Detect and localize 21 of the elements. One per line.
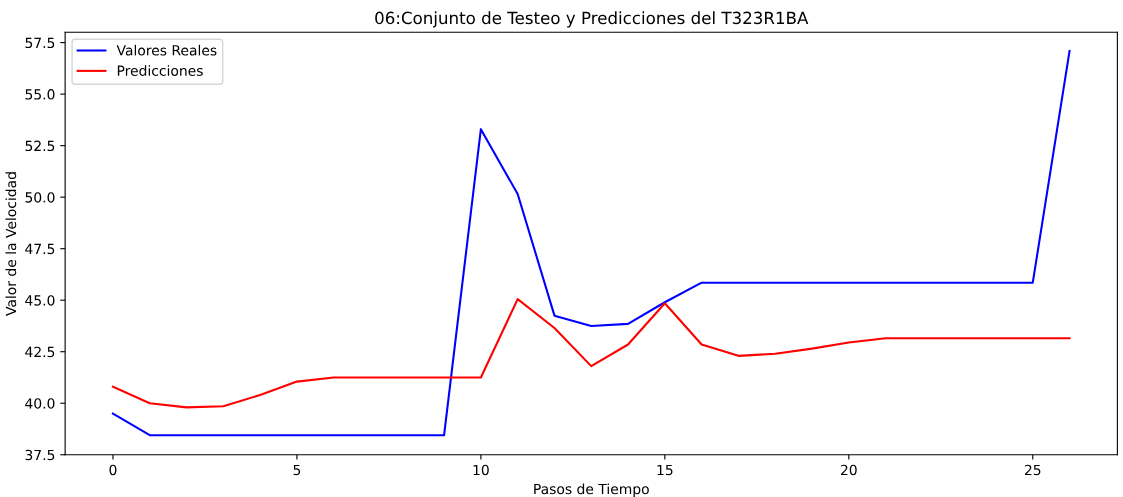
y-tick-label: 42.5	[25, 346, 55, 358]
x-tick-label: 0	[109, 464, 117, 476]
legend-label: Predicciones	[117, 65, 203, 76]
y-tick-label: 52.5	[25, 140, 55, 152]
y-tick-label: 37.5	[25, 449, 55, 461]
line-series	[111, 298, 1071, 409]
x-tick-label: 25	[1024, 464, 1041, 476]
x-axis-title: Pasos de Tiempo	[534, 483, 649, 497]
legend-label: Valores Reales	[116, 44, 217, 56]
y-tick-label: 57.5	[25, 37, 55, 49]
x-tick-label: 10	[473, 464, 489, 476]
y-tick-label: 47.5	[25, 243, 55, 255]
chart-title: 06:Conjunto de Testeo y Predicciones del T323R1BA	[375, 11, 809, 28]
y-tick-label: 45.0	[25, 295, 55, 306]
y-tick-label: 50.0	[25, 192, 55, 203]
x-tick-label: 5	[293, 464, 301, 476]
x-tick-label: 20	[840, 464, 857, 476]
y-axis-title: Valor de la Velocidad	[5, 172, 17, 316]
y-tick-label: 40.0	[25, 398, 55, 409]
x-tick-label: 15	[657, 464, 673, 476]
y-tick-label: 55.0	[25, 89, 55, 100]
